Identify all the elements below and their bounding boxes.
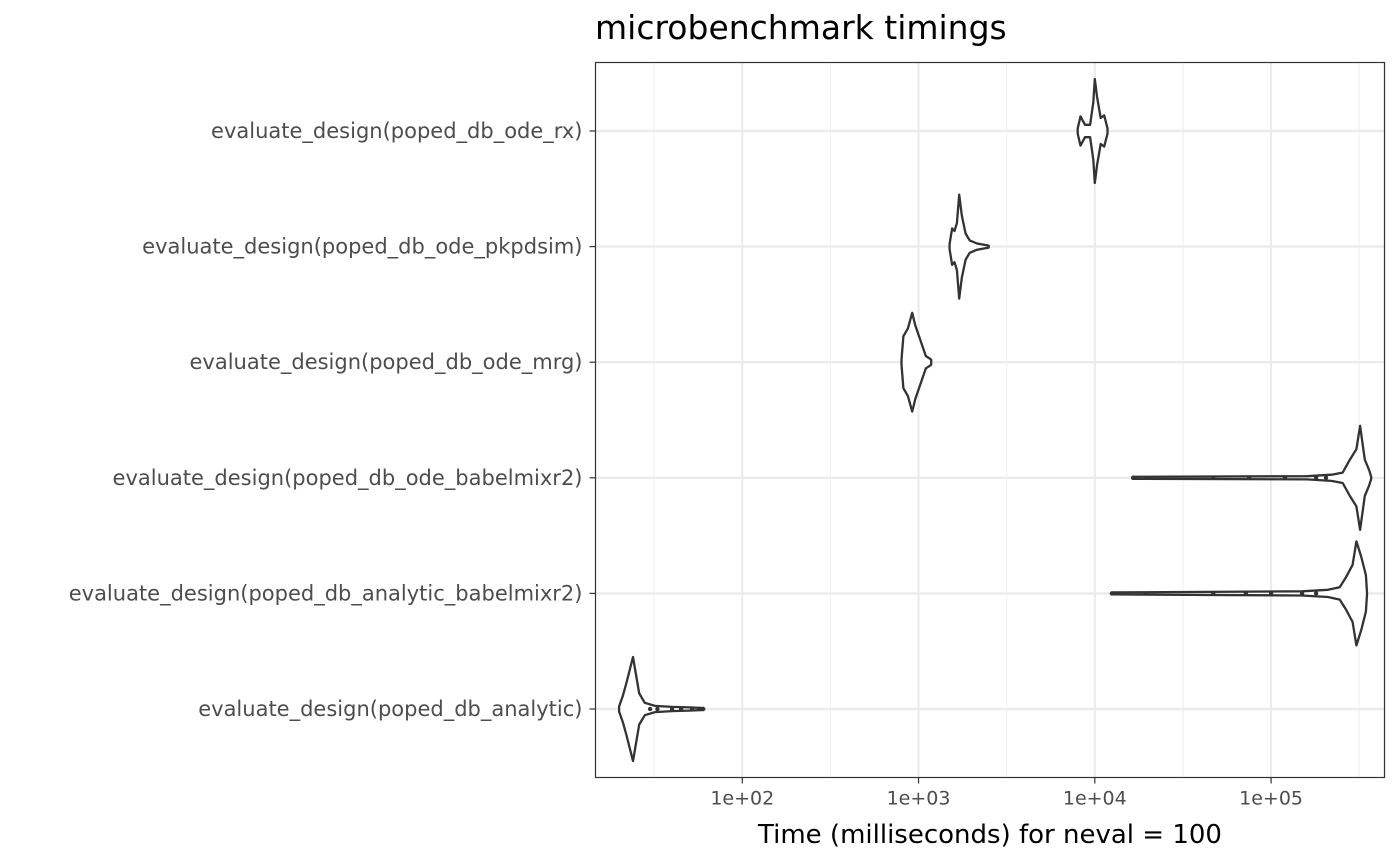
violin-point — [647, 706, 653, 712]
violin-point — [690, 706, 695, 712]
y-tick-label: evaluate_design(poped_db_ode_mrg) — [189, 350, 582, 375]
violin — [900, 311, 933, 413]
x-axis-label: Time (milliseconds) for neval = 100 — [757, 820, 1222, 850]
violin-point — [701, 706, 706, 712]
y-tick-label: evaluate_design(poped_db_ode_babelmixr2) — [113, 466, 583, 491]
violin-point — [1323, 475, 1329, 480]
violin-point — [1313, 475, 1319, 480]
violins — [617, 77, 1373, 763]
panel-border — [594, 61, 1386, 779]
violin-point — [1282, 475, 1288, 480]
violin-point — [655, 706, 660, 712]
x-tick-label: 1e+04 — [1063, 788, 1127, 810]
y-axis: evaluate_design(poped_db_ode_rx) evaluate… — [69, 119, 596, 722]
violin-point — [697, 706, 702, 712]
violin-point — [1109, 591, 1115, 596]
violin-point — [1211, 591, 1216, 596]
violin-point — [1130, 475, 1136, 480]
violin-point — [669, 706, 675, 712]
x-axis: 1e+02 1e+03 1e+04 1e+05 — [710, 777, 1303, 810]
y-tick-label: evaluate_design(poped_db_analytic) — [198, 697, 582, 722]
chart-title: microbenchmark timings — [595, 8, 1007, 47]
x-tick-label: 1e+03 — [887, 788, 951, 810]
violin-point — [1299, 591, 1305, 596]
violin — [1131, 424, 1373, 531]
violin-point — [1211, 475, 1216, 480]
violin-point — [1243, 591, 1249, 596]
y-tick-label: evaluate_design(poped_db_ode_pkpdsim) — [142, 235, 582, 260]
y-tick-label: evaluate_design(poped_db_ode_rx) — [211, 119, 582, 144]
y-tick-label: evaluate_design(poped_db_analytic_babelm… — [69, 581, 583, 606]
x-tick-label: 1e+02 — [710, 788, 774, 810]
violin — [1110, 540, 1369, 647]
grid — [595, 62, 1385, 778]
violin — [1076, 77, 1109, 185]
x-tick-label: 1e+05 — [1239, 788, 1303, 810]
violin-point — [1268, 591, 1274, 596]
violin-point — [1246, 475, 1252, 480]
violin-point — [678, 706, 684, 712]
violin-point — [1313, 591, 1319, 596]
violin — [948, 193, 990, 300]
